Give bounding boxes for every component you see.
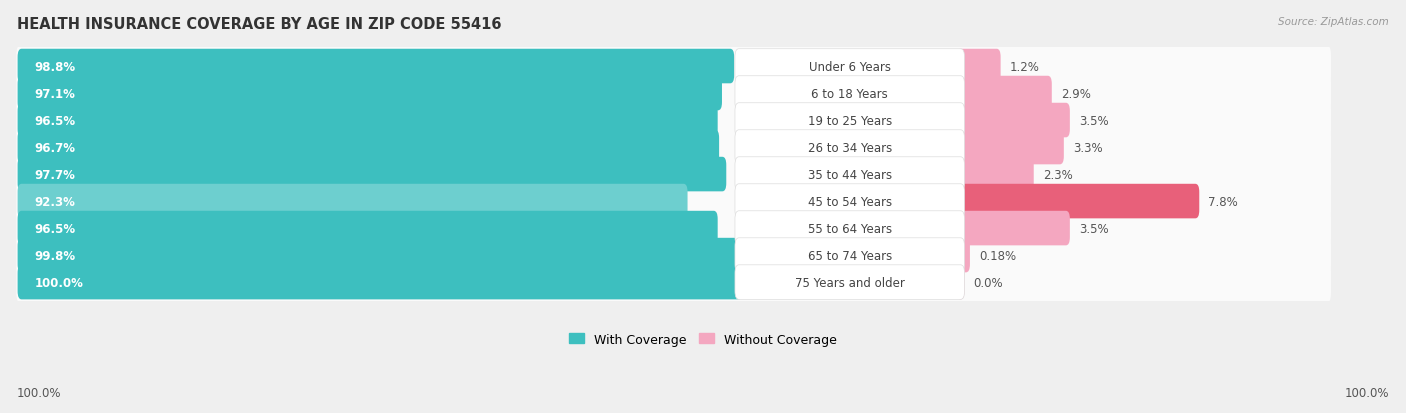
- Text: 100.0%: 100.0%: [17, 386, 62, 399]
- FancyBboxPatch shape: [956, 131, 1064, 165]
- FancyBboxPatch shape: [956, 104, 1070, 138]
- FancyBboxPatch shape: [17, 45, 1331, 88]
- Text: 96.5%: 96.5%: [35, 222, 76, 235]
- FancyBboxPatch shape: [956, 265, 965, 300]
- FancyBboxPatch shape: [956, 50, 1001, 84]
- FancyBboxPatch shape: [956, 211, 1070, 246]
- FancyBboxPatch shape: [735, 131, 965, 165]
- Text: Source: ZipAtlas.com: Source: ZipAtlas.com: [1278, 17, 1389, 26]
- Text: HEALTH INSURANCE COVERAGE BY AGE IN ZIP CODE 55416: HEALTH INSURANCE COVERAGE BY AGE IN ZIP …: [17, 17, 502, 31]
- FancyBboxPatch shape: [17, 153, 1331, 196]
- Text: 3.3%: 3.3%: [1073, 141, 1102, 154]
- Text: 75 Years and older: 75 Years and older: [794, 276, 904, 289]
- Text: 1.2%: 1.2%: [1010, 60, 1039, 74]
- FancyBboxPatch shape: [956, 157, 1033, 192]
- Text: 0.0%: 0.0%: [973, 276, 1004, 289]
- FancyBboxPatch shape: [18, 50, 734, 84]
- FancyBboxPatch shape: [735, 50, 965, 84]
- FancyBboxPatch shape: [17, 234, 1331, 277]
- FancyBboxPatch shape: [735, 211, 965, 246]
- Text: 99.8%: 99.8%: [35, 249, 76, 262]
- FancyBboxPatch shape: [18, 76, 721, 111]
- FancyBboxPatch shape: [17, 72, 1331, 115]
- FancyBboxPatch shape: [17, 126, 1331, 169]
- Text: 92.3%: 92.3%: [35, 195, 76, 208]
- FancyBboxPatch shape: [956, 238, 970, 273]
- Text: 45 to 54 Years: 45 to 54 Years: [807, 195, 891, 208]
- Text: 97.1%: 97.1%: [35, 87, 76, 100]
- FancyBboxPatch shape: [735, 157, 965, 192]
- Text: 35 to 44 Years: 35 to 44 Years: [807, 168, 891, 181]
- FancyBboxPatch shape: [18, 157, 727, 192]
- Text: 3.5%: 3.5%: [1078, 114, 1108, 127]
- Legend: With Coverage, Without Coverage: With Coverage, Without Coverage: [564, 328, 842, 351]
- FancyBboxPatch shape: [735, 104, 965, 138]
- FancyBboxPatch shape: [17, 180, 1331, 223]
- Text: 19 to 25 Years: 19 to 25 Years: [807, 114, 891, 127]
- FancyBboxPatch shape: [17, 99, 1331, 142]
- FancyBboxPatch shape: [18, 131, 718, 165]
- Text: 55 to 64 Years: 55 to 64 Years: [807, 222, 891, 235]
- FancyBboxPatch shape: [18, 265, 742, 300]
- Text: 96.7%: 96.7%: [35, 141, 76, 154]
- Text: 6 to 18 Years: 6 to 18 Years: [811, 87, 889, 100]
- Text: 7.8%: 7.8%: [1208, 195, 1239, 208]
- Text: 26 to 34 Years: 26 to 34 Years: [807, 141, 891, 154]
- Text: 100.0%: 100.0%: [1344, 386, 1389, 399]
- FancyBboxPatch shape: [735, 238, 965, 273]
- FancyBboxPatch shape: [18, 184, 688, 219]
- FancyBboxPatch shape: [735, 265, 965, 300]
- FancyBboxPatch shape: [18, 104, 717, 138]
- Text: 100.0%: 100.0%: [35, 276, 83, 289]
- Text: Under 6 Years: Under 6 Years: [808, 60, 891, 74]
- Text: 2.9%: 2.9%: [1062, 87, 1091, 100]
- FancyBboxPatch shape: [17, 207, 1331, 250]
- FancyBboxPatch shape: [956, 184, 1199, 219]
- FancyBboxPatch shape: [18, 211, 717, 246]
- Text: 3.5%: 3.5%: [1078, 222, 1108, 235]
- Text: 96.5%: 96.5%: [35, 114, 76, 127]
- Text: 65 to 74 Years: 65 to 74 Years: [807, 249, 891, 262]
- FancyBboxPatch shape: [735, 76, 965, 111]
- Text: 97.7%: 97.7%: [35, 168, 76, 181]
- Text: 0.18%: 0.18%: [979, 249, 1017, 262]
- Text: 2.3%: 2.3%: [1043, 168, 1073, 181]
- FancyBboxPatch shape: [735, 184, 965, 219]
- FancyBboxPatch shape: [17, 261, 1331, 304]
- FancyBboxPatch shape: [18, 238, 741, 273]
- Text: 98.8%: 98.8%: [35, 60, 76, 74]
- FancyBboxPatch shape: [956, 76, 1052, 111]
